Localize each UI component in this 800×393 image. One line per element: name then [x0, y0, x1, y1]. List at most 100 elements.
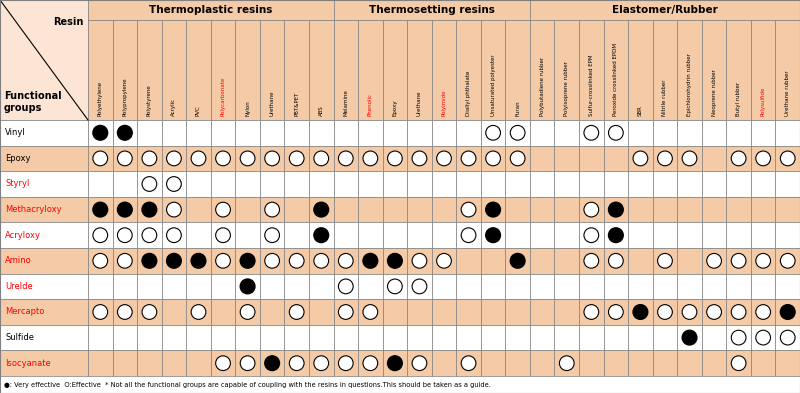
Bar [334, 171, 358, 197]
Circle shape [166, 228, 182, 242]
Circle shape [363, 253, 378, 268]
Bar [456, 222, 481, 248]
Bar [137, 120, 162, 145]
Circle shape [387, 151, 402, 166]
Bar [382, 351, 407, 376]
Bar [678, 197, 702, 222]
Bar [579, 248, 603, 274]
Bar [235, 120, 260, 145]
Bar [603, 222, 628, 248]
Bar [506, 120, 530, 145]
Bar [162, 222, 186, 248]
Text: Neoprene rubber: Neoprene rubber [711, 69, 717, 116]
Bar [678, 145, 702, 171]
Bar [530, 325, 554, 351]
Circle shape [363, 356, 378, 371]
Bar [334, 299, 358, 325]
Circle shape [166, 151, 182, 166]
Bar [603, 325, 628, 351]
Bar [628, 120, 653, 145]
Circle shape [609, 228, 623, 242]
Text: Vinyl: Vinyl [5, 128, 26, 137]
Bar [751, 120, 775, 145]
Bar [579, 20, 603, 120]
Bar [579, 274, 603, 299]
Circle shape [609, 305, 623, 320]
Bar [0, 222, 88, 248]
Text: Acrylic: Acrylic [171, 98, 177, 116]
Circle shape [142, 202, 157, 217]
Bar [210, 248, 235, 274]
Bar [113, 325, 137, 351]
Bar [726, 274, 751, 299]
Bar [481, 299, 506, 325]
Bar [309, 20, 334, 120]
Bar [88, 0, 334, 20]
Circle shape [118, 125, 132, 140]
Bar [603, 20, 628, 120]
Circle shape [658, 253, 672, 268]
Bar [235, 274, 260, 299]
Bar [432, 351, 456, 376]
Circle shape [240, 356, 255, 371]
Bar [702, 20, 726, 120]
Bar [113, 274, 137, 299]
Circle shape [486, 151, 501, 166]
Bar [579, 197, 603, 222]
Circle shape [142, 305, 157, 320]
Text: Butyl rubber: Butyl rubber [736, 82, 741, 116]
Text: Acryloxy: Acryloxy [5, 231, 41, 240]
Bar [530, 222, 554, 248]
Bar [432, 248, 456, 274]
Text: Styryl: Styryl [5, 180, 30, 189]
Bar [579, 299, 603, 325]
Bar [506, 299, 530, 325]
Bar [113, 145, 137, 171]
Bar [309, 120, 334, 145]
Circle shape [633, 151, 648, 166]
Bar [678, 351, 702, 376]
Bar [603, 248, 628, 274]
Bar [88, 145, 113, 171]
Bar [603, 171, 628, 197]
Bar [0, 145, 88, 171]
Bar [579, 145, 603, 171]
Bar [751, 274, 775, 299]
Bar [432, 274, 456, 299]
Bar [0, 120, 88, 145]
Circle shape [584, 228, 598, 242]
Circle shape [191, 305, 206, 320]
Circle shape [706, 305, 722, 320]
Circle shape [216, 228, 230, 242]
Bar [88, 351, 113, 376]
Circle shape [338, 305, 353, 320]
Circle shape [93, 253, 108, 268]
Circle shape [658, 305, 672, 320]
Text: Thermoplastic resins: Thermoplastic resins [149, 5, 273, 15]
Circle shape [412, 253, 427, 268]
Bar [579, 351, 603, 376]
Bar [702, 248, 726, 274]
Bar [432, 20, 456, 120]
Circle shape [584, 253, 598, 268]
Bar [432, 145, 456, 171]
Bar [726, 120, 751, 145]
Bar [309, 325, 334, 351]
Bar [775, 351, 800, 376]
Bar [285, 325, 309, 351]
Circle shape [363, 151, 378, 166]
Bar [285, 120, 309, 145]
Bar [628, 274, 653, 299]
Circle shape [584, 305, 598, 320]
Text: Polybutadiene rubber: Polybutadiene rubber [540, 57, 545, 116]
Circle shape [461, 151, 476, 166]
Circle shape [706, 253, 722, 268]
Text: Urethane: Urethane [270, 90, 274, 116]
Text: Mercapto: Mercapto [5, 307, 44, 316]
Bar [554, 299, 579, 325]
Circle shape [609, 125, 623, 140]
Bar [653, 120, 678, 145]
Bar [285, 351, 309, 376]
Bar [678, 274, 702, 299]
Bar [88, 248, 113, 274]
